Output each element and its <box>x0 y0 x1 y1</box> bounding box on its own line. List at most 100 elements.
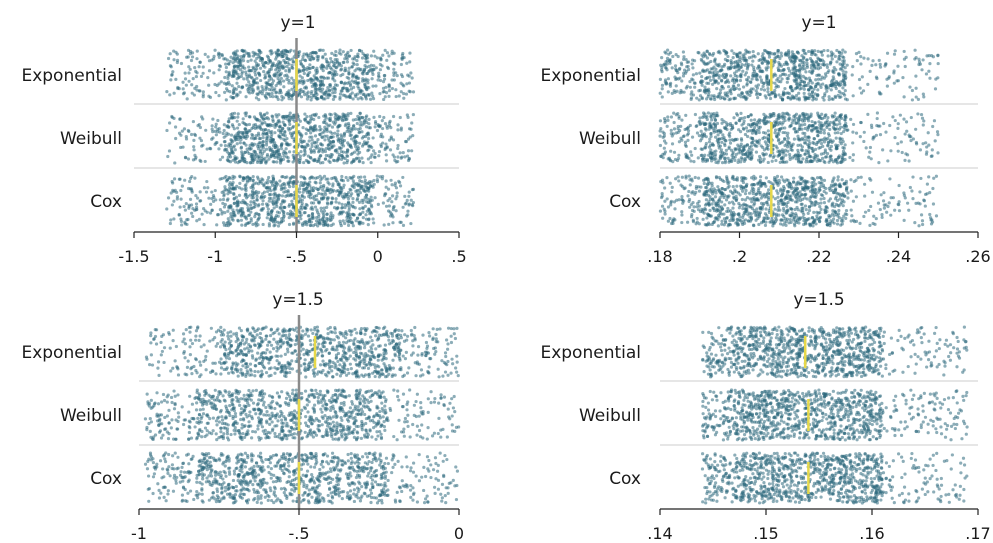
data-point <box>359 120 363 124</box>
data-point <box>342 161 346 165</box>
data-point <box>313 82 317 86</box>
data-point <box>279 143 284 148</box>
data-point <box>378 56 383 60</box>
data-point <box>191 158 196 162</box>
data-point <box>839 125 843 129</box>
data-point <box>389 178 393 182</box>
data-point <box>806 88 811 92</box>
data-point <box>238 141 242 145</box>
data-point <box>236 138 240 142</box>
data-point <box>367 126 371 130</box>
data-point <box>720 161 725 165</box>
data-point <box>344 95 348 99</box>
data-point <box>326 96 330 100</box>
data-point <box>236 204 240 208</box>
data-point <box>360 144 365 148</box>
data-point <box>676 54 680 59</box>
data-point <box>302 211 306 215</box>
data-point <box>909 115 913 120</box>
data-point <box>298 210 302 214</box>
data-point <box>921 92 925 96</box>
data-point <box>369 155 373 159</box>
data-point <box>261 140 265 144</box>
data-point <box>673 157 678 162</box>
x-tick-label: .5 <box>451 247 466 266</box>
data-point <box>908 85 912 89</box>
data-point <box>306 120 310 124</box>
data-point <box>310 84 314 88</box>
data-point <box>810 51 814 55</box>
data-point <box>723 91 727 95</box>
data-point <box>753 118 757 122</box>
data-point <box>809 128 814 132</box>
data-point <box>407 203 411 207</box>
data-point <box>341 60 345 64</box>
data-point <box>266 117 271 121</box>
data-point <box>795 50 800 54</box>
data-point <box>348 82 353 86</box>
data-point <box>837 50 842 54</box>
data-point <box>822 159 826 163</box>
data-point <box>276 97 280 101</box>
data-point <box>343 205 347 210</box>
data-point <box>397 179 401 183</box>
data-point <box>290 97 294 101</box>
data-point <box>238 208 242 212</box>
data-point <box>331 91 335 95</box>
data-point <box>838 53 842 58</box>
data-point <box>718 144 723 148</box>
data-point <box>746 75 751 79</box>
data-point <box>333 115 337 119</box>
data-point <box>817 57 821 61</box>
data-point <box>819 50 823 54</box>
data-point <box>264 186 268 190</box>
data-point <box>194 155 198 159</box>
data-point <box>200 212 204 216</box>
data-point <box>780 72 785 77</box>
data-point <box>236 66 240 70</box>
data-point <box>355 147 359 151</box>
data-point <box>728 131 732 135</box>
data-point <box>233 157 237 161</box>
data-point <box>790 148 794 152</box>
data-point <box>372 68 376 72</box>
data-point <box>681 50 686 54</box>
data-point <box>366 200 370 205</box>
data-point <box>340 143 344 147</box>
data-point <box>186 157 191 161</box>
data-point <box>700 59 704 63</box>
data-point <box>738 147 742 152</box>
data-point <box>269 67 273 71</box>
data-point <box>382 115 386 120</box>
data-point <box>367 117 371 121</box>
data-point <box>797 96 801 100</box>
data-point <box>231 218 235 222</box>
data-point <box>310 116 314 121</box>
data-point <box>247 146 252 150</box>
data-point <box>268 94 272 98</box>
data-point <box>401 205 405 209</box>
data-point <box>275 52 279 56</box>
data-point <box>712 128 716 133</box>
data-point <box>340 194 345 198</box>
data-point <box>315 140 319 144</box>
data-point <box>290 57 294 61</box>
data-point <box>360 97 364 101</box>
data-point <box>345 60 350 64</box>
data-point <box>280 50 284 54</box>
data-point <box>338 92 343 96</box>
data-point <box>404 140 409 144</box>
data-point <box>910 88 915 93</box>
data-point <box>738 78 743 83</box>
data-point <box>766 138 771 142</box>
data-point <box>901 75 905 80</box>
data-point <box>749 90 753 94</box>
data-point <box>245 134 250 138</box>
data-point <box>381 80 386 84</box>
data-point <box>201 71 205 75</box>
data-point <box>338 95 342 99</box>
data-point <box>668 84 673 88</box>
data-point <box>398 115 402 120</box>
data-point <box>710 151 714 155</box>
